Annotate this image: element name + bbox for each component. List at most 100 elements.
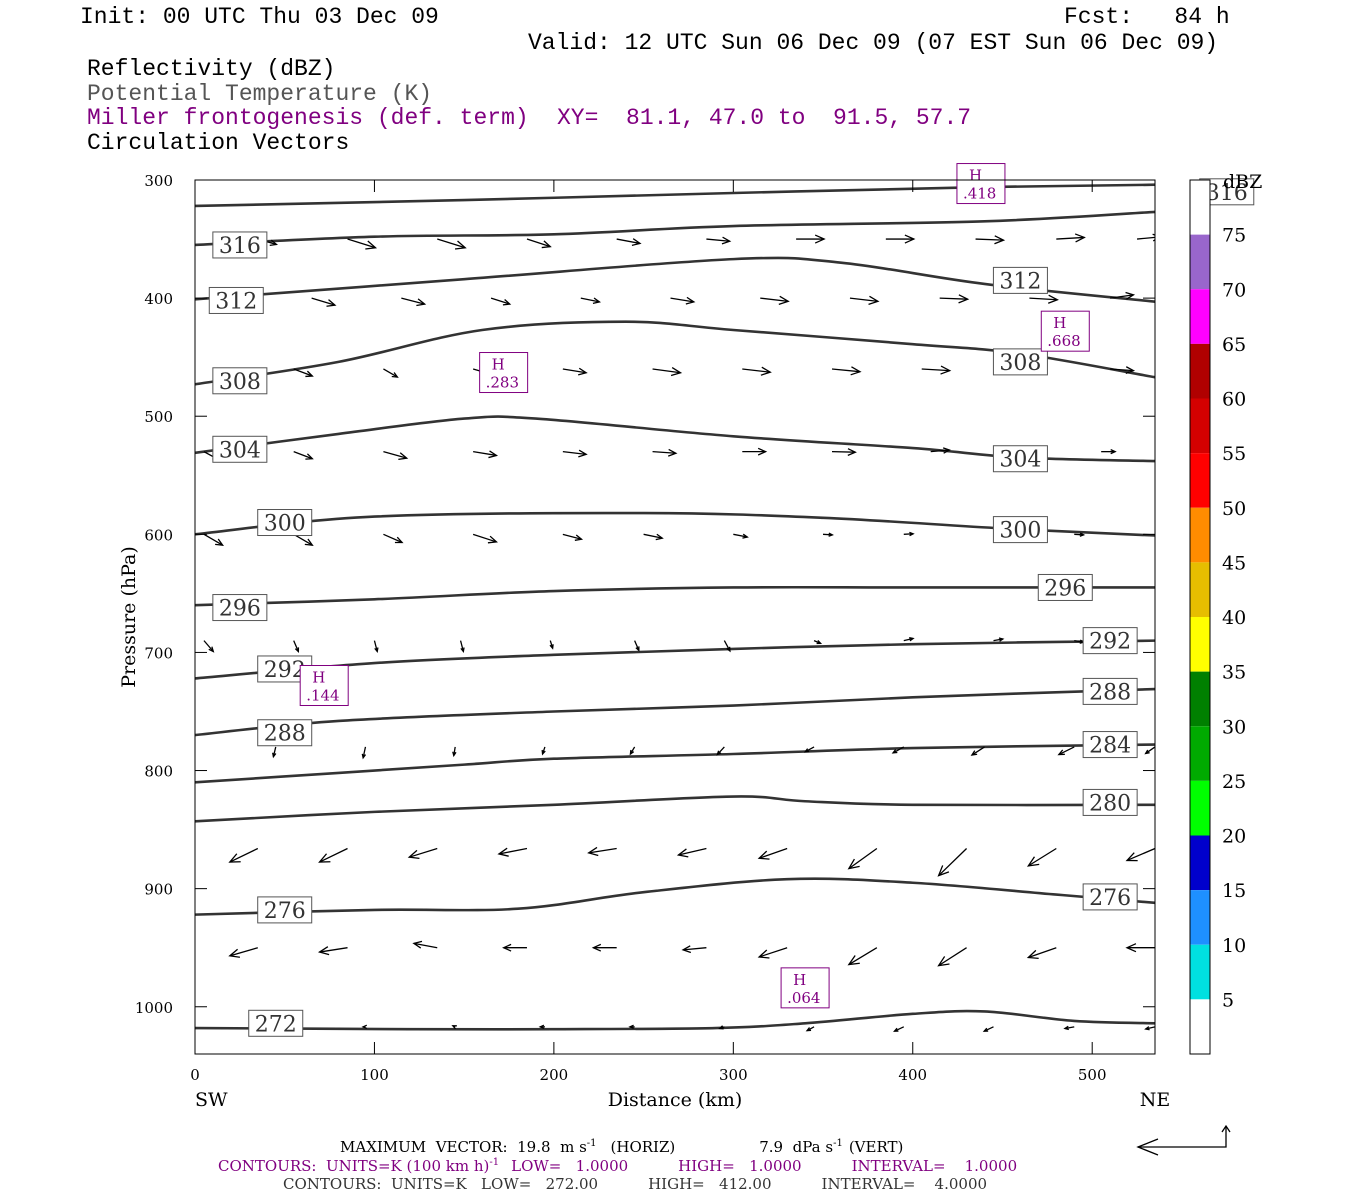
isentrope-label-text: 292 bbox=[264, 658, 306, 683]
circulation-vector bbox=[401, 297, 427, 307]
vector-shaft bbox=[903, 637, 914, 642]
isentrope-label-box bbox=[992, 516, 1048, 544]
circulation-vector bbox=[203, 533, 225, 546]
circulation-vector bbox=[502, 943, 527, 952]
maximum-letter: H bbox=[492, 356, 505, 374]
vector-head bbox=[847, 448, 857, 456]
vector-head bbox=[365, 240, 378, 250]
vector-head bbox=[574, 534, 584, 541]
vector-head bbox=[805, 1027, 812, 1032]
vector-shaft bbox=[588, 847, 617, 854]
vector-head bbox=[742, 533, 749, 539]
init-time: Init: 00 UTC Thu 03 Dec 09 bbox=[80, 4, 439, 30]
circulation-vector bbox=[742, 447, 768, 456]
circulation-vector bbox=[893, 1026, 905, 1032]
circulation-vector bbox=[681, 945, 707, 954]
isentrope-288 bbox=[195, 687, 1155, 737]
vector-head bbox=[850, 366, 862, 376]
circulation-vector bbox=[361, 1024, 368, 1030]
vector-shaft bbox=[804, 746, 815, 753]
contours2-interval: INTERVAL= 4.0000 bbox=[821, 1175, 988, 1193]
colorbar-segment bbox=[1190, 890, 1210, 945]
vector-head bbox=[407, 849, 420, 860]
vector-shaft bbox=[678, 847, 707, 856]
circulation-vector bbox=[1144, 746, 1155, 755]
vector-head bbox=[893, 1027, 899, 1032]
y-tick-label: 700 bbox=[144, 644, 173, 662]
vector-head bbox=[982, 1027, 989, 1032]
maximum-box bbox=[956, 163, 1006, 205]
vector-head bbox=[1144, 749, 1150, 755]
vector-shaft bbox=[229, 947, 258, 957]
circulation-vector bbox=[937, 848, 968, 877]
vector-shaft bbox=[930, 449, 950, 453]
circulation-vector bbox=[1136, 233, 1155, 242]
circulation-vector bbox=[472, 533, 498, 544]
colorbar-label: 5 bbox=[1222, 989, 1234, 1011]
circulation-vector bbox=[228, 947, 258, 958]
circulation-vector bbox=[670, 296, 696, 305]
vector-head bbox=[228, 853, 241, 863]
vector-head bbox=[460, 647, 465, 654]
isentrope-label-box bbox=[1082, 883, 1138, 911]
isentrope-label-text: 272 bbox=[255, 1012, 297, 1037]
contours2-units: CONTOURS: UNITS=K LOW= 272.00 bbox=[283, 1175, 599, 1193]
vector-shaft bbox=[652, 368, 681, 374]
isentrope-label: 288 bbox=[257, 719, 313, 747]
vector-head bbox=[940, 365, 952, 375]
vector-shaft bbox=[1058, 746, 1075, 756]
vector-shaft bbox=[939, 297, 968, 300]
vector-shaft bbox=[652, 451, 676, 454]
vector-head bbox=[541, 240, 552, 249]
isentrope-label-box bbox=[1082, 788, 1138, 816]
vector-head bbox=[1125, 943, 1137, 953]
vector-head bbox=[454, 240, 467, 250]
vector-shaft bbox=[892, 746, 905, 754]
vector-shaft bbox=[1145, 1026, 1155, 1030]
vector-shaft bbox=[831, 368, 861, 373]
vector-shaft bbox=[473, 451, 497, 457]
isentrope-label-text: 296 bbox=[1044, 576, 1086, 601]
vector-shaft bbox=[383, 451, 407, 459]
vector-shaft bbox=[760, 297, 789, 303]
vector-head bbox=[970, 750, 978, 756]
isentrope-label: 276 bbox=[257, 896, 313, 924]
vector-head bbox=[451, 1025, 457, 1030]
frontogenesis-maximum: H.144 bbox=[299, 665, 349, 707]
isentrope-label: 272 bbox=[248, 1009, 304, 1037]
forecast-hour: Fcst: 84 h bbox=[1064, 4, 1230, 30]
vert-exponent: -1 bbox=[833, 1138, 843, 1149]
colorbar-segment bbox=[1190, 617, 1210, 672]
x-tick-label: 400 bbox=[898, 1066, 927, 1084]
isentrope-label-box bbox=[1082, 731, 1138, 759]
vector-shaft bbox=[413, 942, 438, 949]
circulation-vector bbox=[383, 533, 404, 544]
y-tick-label: 800 bbox=[144, 763, 173, 781]
vector-head bbox=[215, 538, 225, 546]
valid-time: Valid: 12 UTC Sun 06 Dec 09 (07 EST Sun … bbox=[528, 30, 1219, 56]
vector-shaft bbox=[498, 847, 528, 855]
circulation-vector bbox=[847, 947, 878, 966]
isentrope-label-text: 308 bbox=[219, 370, 261, 395]
colorbar-segment bbox=[1190, 671, 1210, 727]
circulation-vector bbox=[757, 947, 788, 959]
contours1-high: HIGH= 1.0000 bbox=[678, 1157, 802, 1175]
circulation-vector bbox=[473, 450, 499, 459]
vector-head bbox=[326, 299, 337, 307]
max-vector-note: MAXIMUM VECTOR: 19.8 m s-1 (HORIZ) 7.9 dPa… bbox=[340, 1138, 903, 1156]
isentrope-label: 292 bbox=[1082, 627, 1138, 655]
vector-head bbox=[942, 447, 951, 454]
circulation-vector bbox=[373, 640, 379, 654]
colorbar-segment bbox=[1190, 289, 1210, 344]
vector-shaft bbox=[1145, 746, 1155, 754]
vector-shaft bbox=[409, 847, 438, 858]
circulation-vector bbox=[805, 1026, 815, 1032]
vector-head bbox=[814, 234, 826, 244]
circulation-vector bbox=[676, 847, 707, 858]
vector-shaft bbox=[848, 947, 878, 966]
vector-head bbox=[394, 536, 404, 544]
reference-vector-head-left bbox=[1136, 1138, 1159, 1156]
circulation-vector bbox=[1029, 294, 1059, 304]
isentrope-label: 308 bbox=[992, 348, 1048, 376]
vector-head bbox=[318, 853, 331, 863]
